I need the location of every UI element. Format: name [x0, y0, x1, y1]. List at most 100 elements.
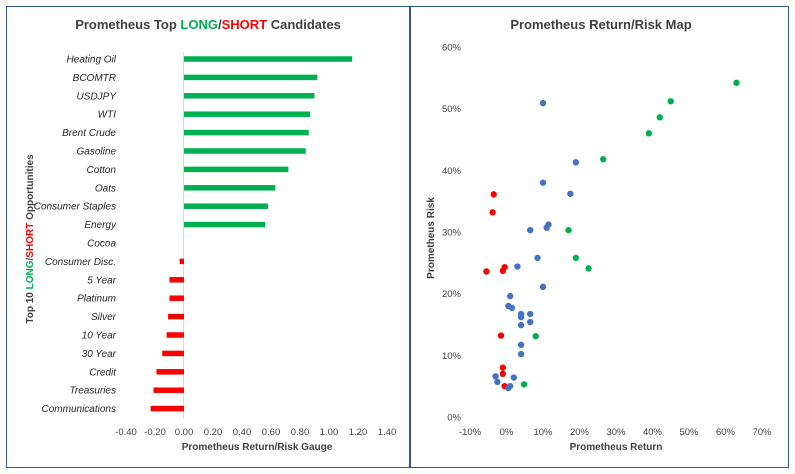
- bar-category-label: Cocoa: [87, 239, 116, 250]
- scatter-point-other: [506, 292, 514, 300]
- scatter-point-long: [585, 265, 592, 272]
- bar-title-part-5: Candidates: [267, 17, 341, 32]
- bar-category-label: Credit: [89, 367, 117, 378]
- bar-category-label: 5 Year: [87, 275, 116, 286]
- bar-x-tick-label: 0.80: [291, 427, 310, 438]
- bar-gasoline: [184, 148, 306, 154]
- scatter-point-other: [527, 310, 534, 318]
- bar-x-tick-label: 1.00: [320, 427, 339, 438]
- bar-category-label: USDJPY: [77, 91, 118, 102]
- scatter-point-other: [539, 99, 547, 107]
- bar-title-short: SHORT: [222, 17, 268, 32]
- bar-ylabel-slash: /: [25, 257, 36, 260]
- scatter-x-axis-title: Prometheus Return: [570, 442, 663, 453]
- scatter-point-long: [532, 333, 539, 340]
- bar-title-part-1: Prometheus Top: [75, 17, 180, 32]
- bar-chart-title: Prometheus Top LONG/SHORT Candidates: [75, 17, 341, 32]
- bar-treasuries: [153, 387, 184, 393]
- scatter-point-other: [494, 378, 501, 386]
- scatter-point-short: [497, 332, 505, 339]
- scatter-point-other: [508, 304, 516, 312]
- scatter-y-tick-label: 50%: [442, 104, 462, 115]
- bar-brent-crude: [184, 129, 309, 136]
- bar-x-tick-label: 0.20: [204, 427, 223, 438]
- bar-category-label: Oats: [95, 183, 116, 194]
- bar-consumer-disc: [179, 258, 184, 265]
- bar-category-label: 30 Year: [82, 349, 117, 360]
- bar-consumer-staples: [184, 203, 269, 209]
- bar-category-label: WTI: [98, 110, 117, 121]
- bar-category-label: Communications: [42, 404, 116, 415]
- scatter-point-long: [600, 156, 607, 163]
- scatter-x-tick-label: 40%: [643, 427, 663, 438]
- scatter-point-other: [527, 226, 534, 234]
- bar-y-axis-title: Top 10 LONG/SHORT Opportunities: [25, 154, 36, 324]
- bar-heating-oil: [184, 56, 353, 62]
- scatter-point-other: [514, 263, 521, 270]
- bar-x-tick-label: -0.20: [144, 427, 166, 438]
- scatter-point-other: [567, 190, 574, 197]
- bar-wti: [184, 111, 311, 117]
- scatter-point-other: [539, 283, 547, 291]
- bar-title-long: LONG: [180, 17, 218, 32]
- scatter-y-axis-title: Prometheus Risk: [426, 197, 437, 279]
- bar-silver: [168, 313, 184, 320]
- scatter-point-other: [543, 224, 550, 231]
- scatter-point-other: [517, 313, 525, 321]
- return-risk-scatter-chart: Prometheus Return/Risk Map 0% 10% 20% 30% 40…: [426, 17, 772, 453]
- scatter-x-tick-label: 20%: [570, 427, 590, 438]
- bar-category-label: Heating Oil: [67, 55, 117, 66]
- scatter-point-other: [517, 321, 525, 329]
- bar-oats: [184, 185, 276, 191]
- scatter-point-short: [490, 191, 497, 198]
- bar-ylabel-part-5: Opportunities: [25, 154, 36, 223]
- scatter-x-tick-label: 50%: [679, 427, 699, 438]
- scatter-point-long: [645, 130, 653, 137]
- bar-ylabel-part-1: Top 10: [25, 289, 36, 323]
- scatter-y-tick-label: 40%: [442, 166, 462, 177]
- scatter-point-other: [527, 318, 534, 326]
- scatter-x-tick-label: -10%: [459, 427, 482, 438]
- scatter-y-tick-label: 30%: [442, 228, 462, 239]
- bar-x-tick-label: 0.40: [233, 427, 252, 438]
- bar-category-label: Cotton: [87, 165, 117, 176]
- bar-category-label: Treasuries: [70, 386, 117, 397]
- return-risk-scatter-panel: Prometheus Return/Risk Map 0% 10% 20% 30% 40…: [410, 6, 789, 468]
- scatter-y-tick-label: 10%: [442, 351, 462, 362]
- scatter-point-other: [510, 374, 517, 381]
- bar-x-tick-label: -0.40: [115, 427, 137, 438]
- bar-x-tick-label: 1.40: [378, 427, 397, 438]
- bar-category-label: Platinum: [77, 294, 116, 305]
- bar-category-label: 10 Year: [82, 331, 117, 342]
- bar-category-label: Brent Crude: [62, 128, 116, 139]
- scatter-point-long: [656, 114, 663, 121]
- bar-ylabel-long: LONG: [25, 260, 36, 289]
- bar-x-axis-title: Prometheus Return/Risk Gauge: [182, 442, 333, 453]
- bar-10-year: [166, 332, 184, 338]
- scatter-x-tick-label: 70%: [752, 427, 772, 438]
- scatter-point-short: [499, 364, 507, 371]
- bar-bcomtr: [184, 74, 318, 81]
- scatter-point-long: [667, 98, 674, 105]
- scatter-y-tick-label: 20%: [442, 289, 462, 300]
- scatter-point-long: [565, 226, 572, 234]
- bar-credit: [156, 369, 184, 375]
- bar-communications: [150, 405, 184, 412]
- bar-ylabel-short: SHORT: [25, 223, 36, 258]
- scatter-point-long: [572, 254, 580, 262]
- scatter-point-long: [520, 381, 528, 388]
- bar-5-year: [169, 277, 184, 283]
- scatter-point-other: [492, 373, 499, 380]
- scatter-point-short: [501, 263, 508, 271]
- bar-x-tick-label: 1.20: [349, 427, 368, 438]
- scatter-x-tick-label: 0%: [500, 427, 514, 438]
- bar-cotton: [184, 166, 289, 173]
- scatter-chart-title: Prometheus Return/Risk Map: [510, 17, 691, 32]
- bar-x-tick-label: 0.00: [175, 427, 194, 438]
- bar-energy: [184, 221, 266, 228]
- scatter-point-other: [572, 159, 580, 166]
- scatter-x-tick-label: 60%: [716, 427, 736, 438]
- scatter-point-long: [733, 79, 740, 86]
- scatter-x-tick-label: 10%: [533, 427, 553, 438]
- scatter-point-other: [539, 179, 547, 186]
